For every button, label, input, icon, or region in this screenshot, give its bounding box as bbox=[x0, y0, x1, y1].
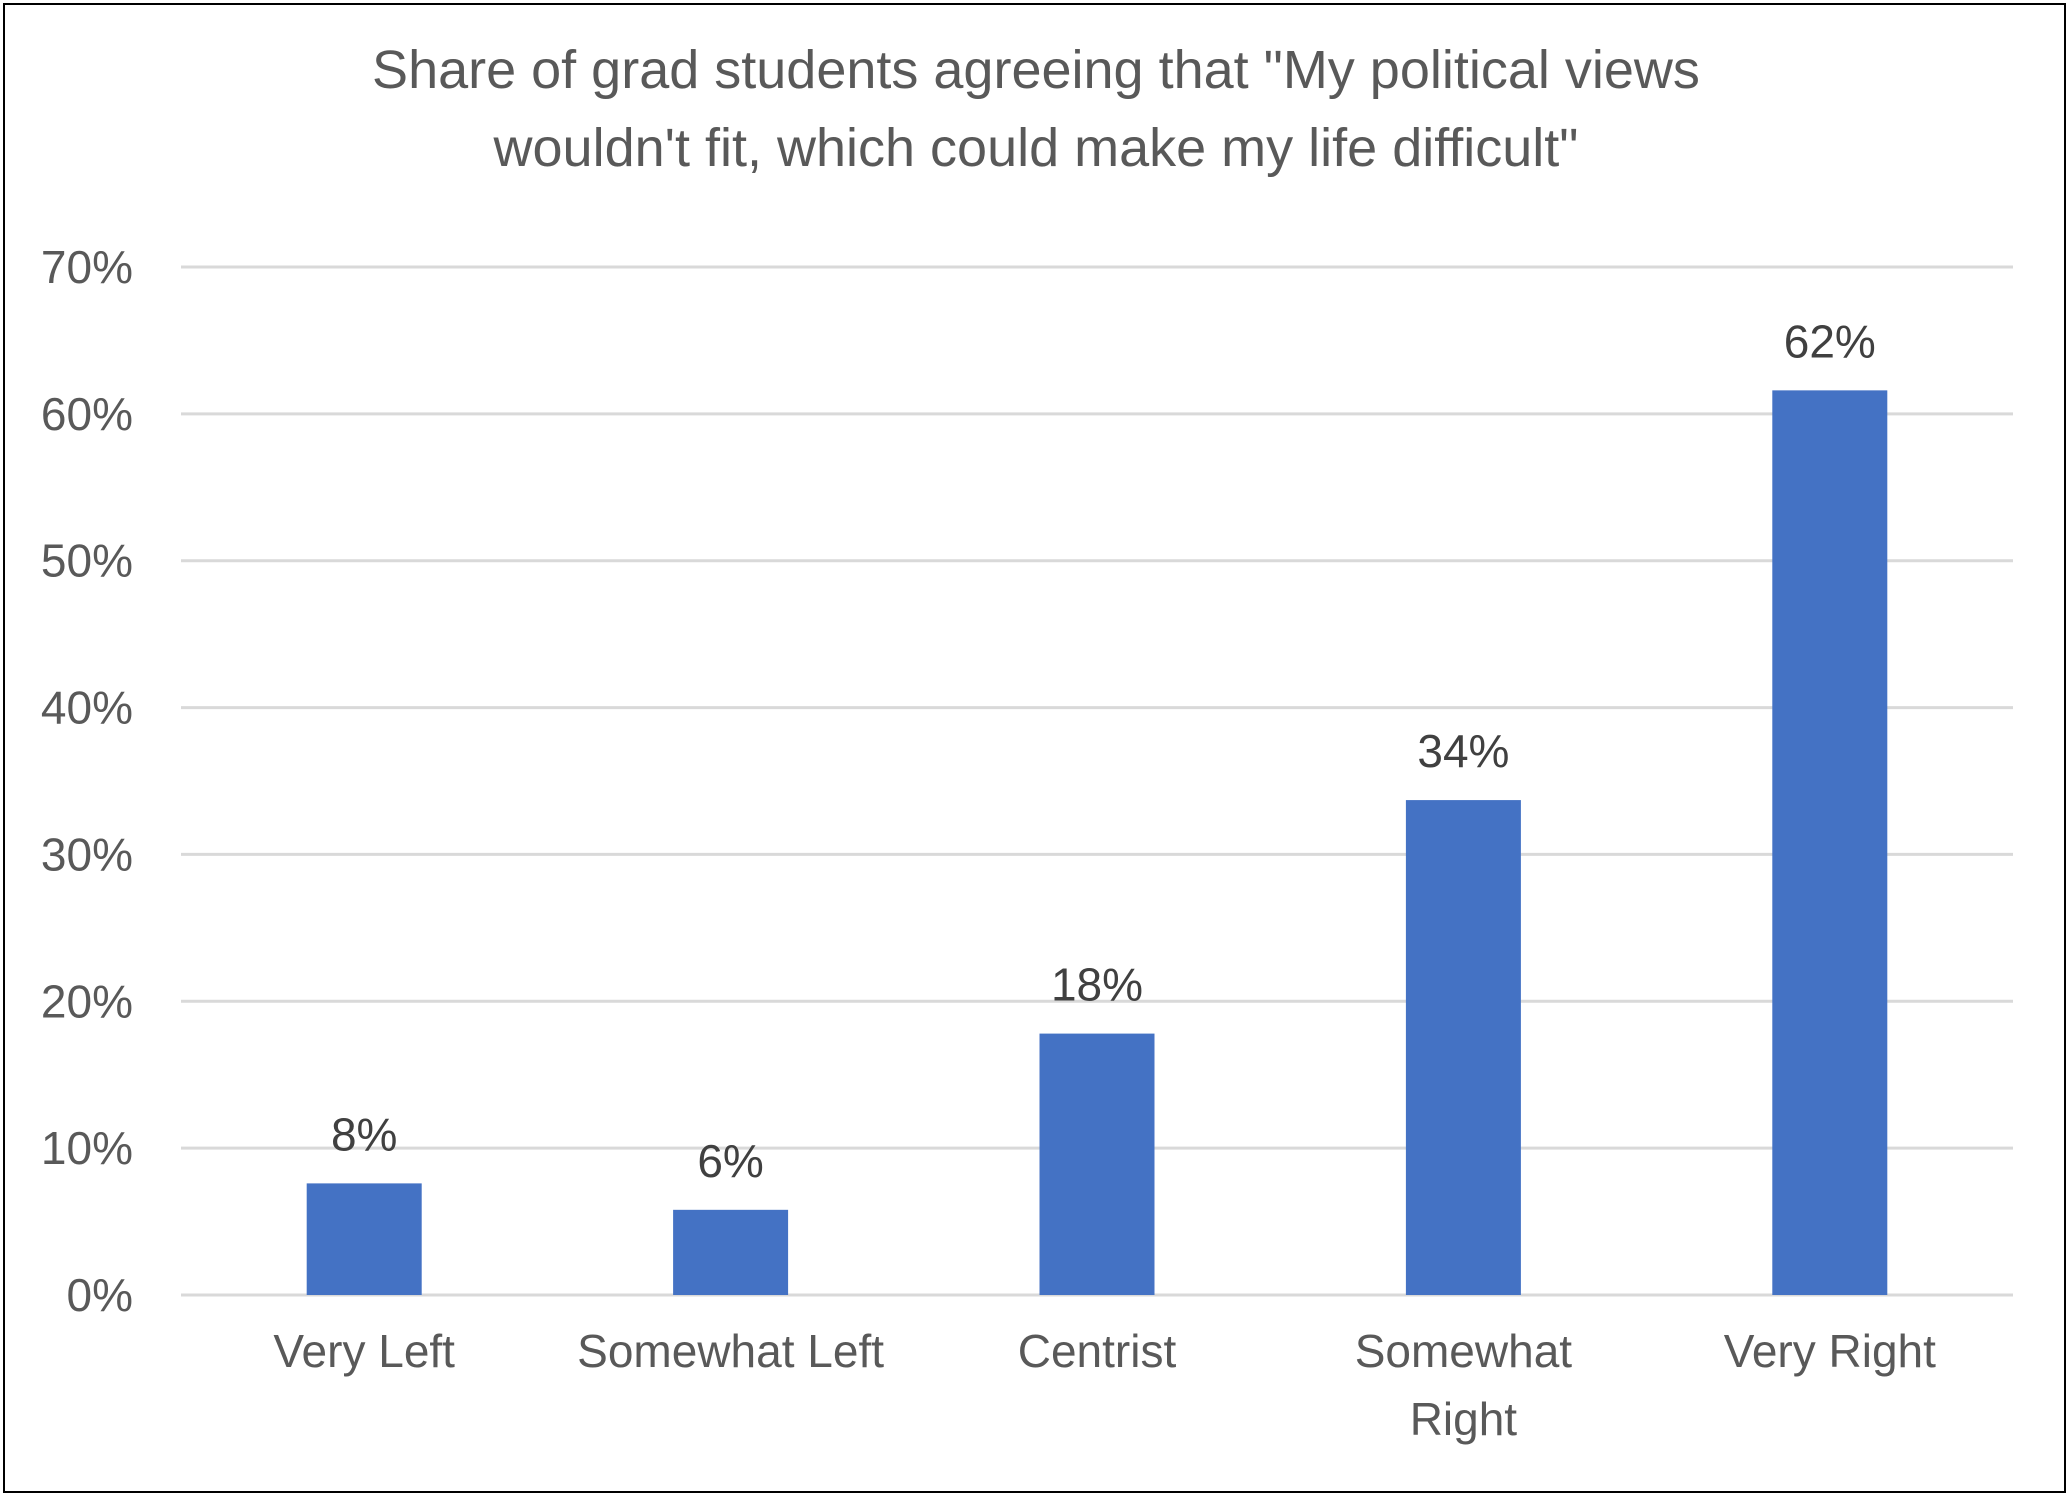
x-tick-label: Centrist bbox=[1018, 1325, 1177, 1377]
y-tick-label: 10% bbox=[41, 1122, 133, 1174]
x-tick-label: Somewhat Right bbox=[1355, 1325, 1573, 1445]
bars bbox=[306, 390, 1888, 1295]
data-label: 6% bbox=[697, 1135, 763, 1187]
y-tick-label: 60% bbox=[41, 388, 133, 440]
x-tick-label-line: Somewhat Left bbox=[577, 1325, 884, 1377]
x-tick-label: Very Left bbox=[273, 1325, 455, 1377]
data-label: 8% bbox=[331, 1108, 397, 1160]
bar-chart: Share of grad students agreeing that "My… bbox=[41, 40, 2013, 1445]
x-tick-label-line: Very Right bbox=[1724, 1325, 1936, 1377]
bar bbox=[1772, 390, 1888, 1295]
chart-title-line: wouldn't fit, which could make my life d… bbox=[493, 118, 1579, 178]
y-tick-label: 70% bbox=[41, 241, 133, 293]
data-label: 34% bbox=[1417, 725, 1509, 777]
chart-title: Share of grad students agreeing that "My… bbox=[372, 40, 1700, 178]
y-tick-label: 50% bbox=[41, 535, 133, 587]
y-axis-ticks: 0% 10% 20% 30% 40% 50% 60% 70% bbox=[41, 241, 133, 1321]
y-tick-label: 30% bbox=[41, 828, 133, 880]
x-tick-label-line: Very Left bbox=[273, 1325, 455, 1377]
data-labels: 8% 6% 18% 34% 62% bbox=[331, 315, 1876, 1186]
data-label: 18% bbox=[1051, 959, 1143, 1011]
bar bbox=[673, 1209, 789, 1295]
x-tick-label-line: Right bbox=[1410, 1393, 1518, 1445]
bar bbox=[306, 1183, 422, 1295]
y-tick-label: 0% bbox=[67, 1269, 133, 1321]
x-axis-ticks: Very Left Somewhat Left Centrist Somewhat Ri… bbox=[273, 1325, 1936, 1445]
x-tick-label: Somewhat Left bbox=[577, 1325, 884, 1377]
x-tick-label-line: Somewhat bbox=[1355, 1325, 1573, 1377]
bar bbox=[1405, 800, 1521, 1295]
gridlines bbox=[181, 265, 2013, 1297]
y-tick-label: 40% bbox=[41, 682, 133, 734]
x-tick-label-line: Centrist bbox=[1018, 1325, 1177, 1377]
data-label: 62% bbox=[1784, 315, 1876, 367]
chart-frame: Share of grad students agreeing that "My… bbox=[3, 3, 2066, 1493]
y-tick-label: 20% bbox=[41, 975, 133, 1027]
chart-title-line: Share of grad students agreeing that "My… bbox=[372, 40, 1700, 100]
bar bbox=[1039, 1033, 1155, 1295]
x-tick-label: Very Right bbox=[1724, 1325, 1936, 1377]
